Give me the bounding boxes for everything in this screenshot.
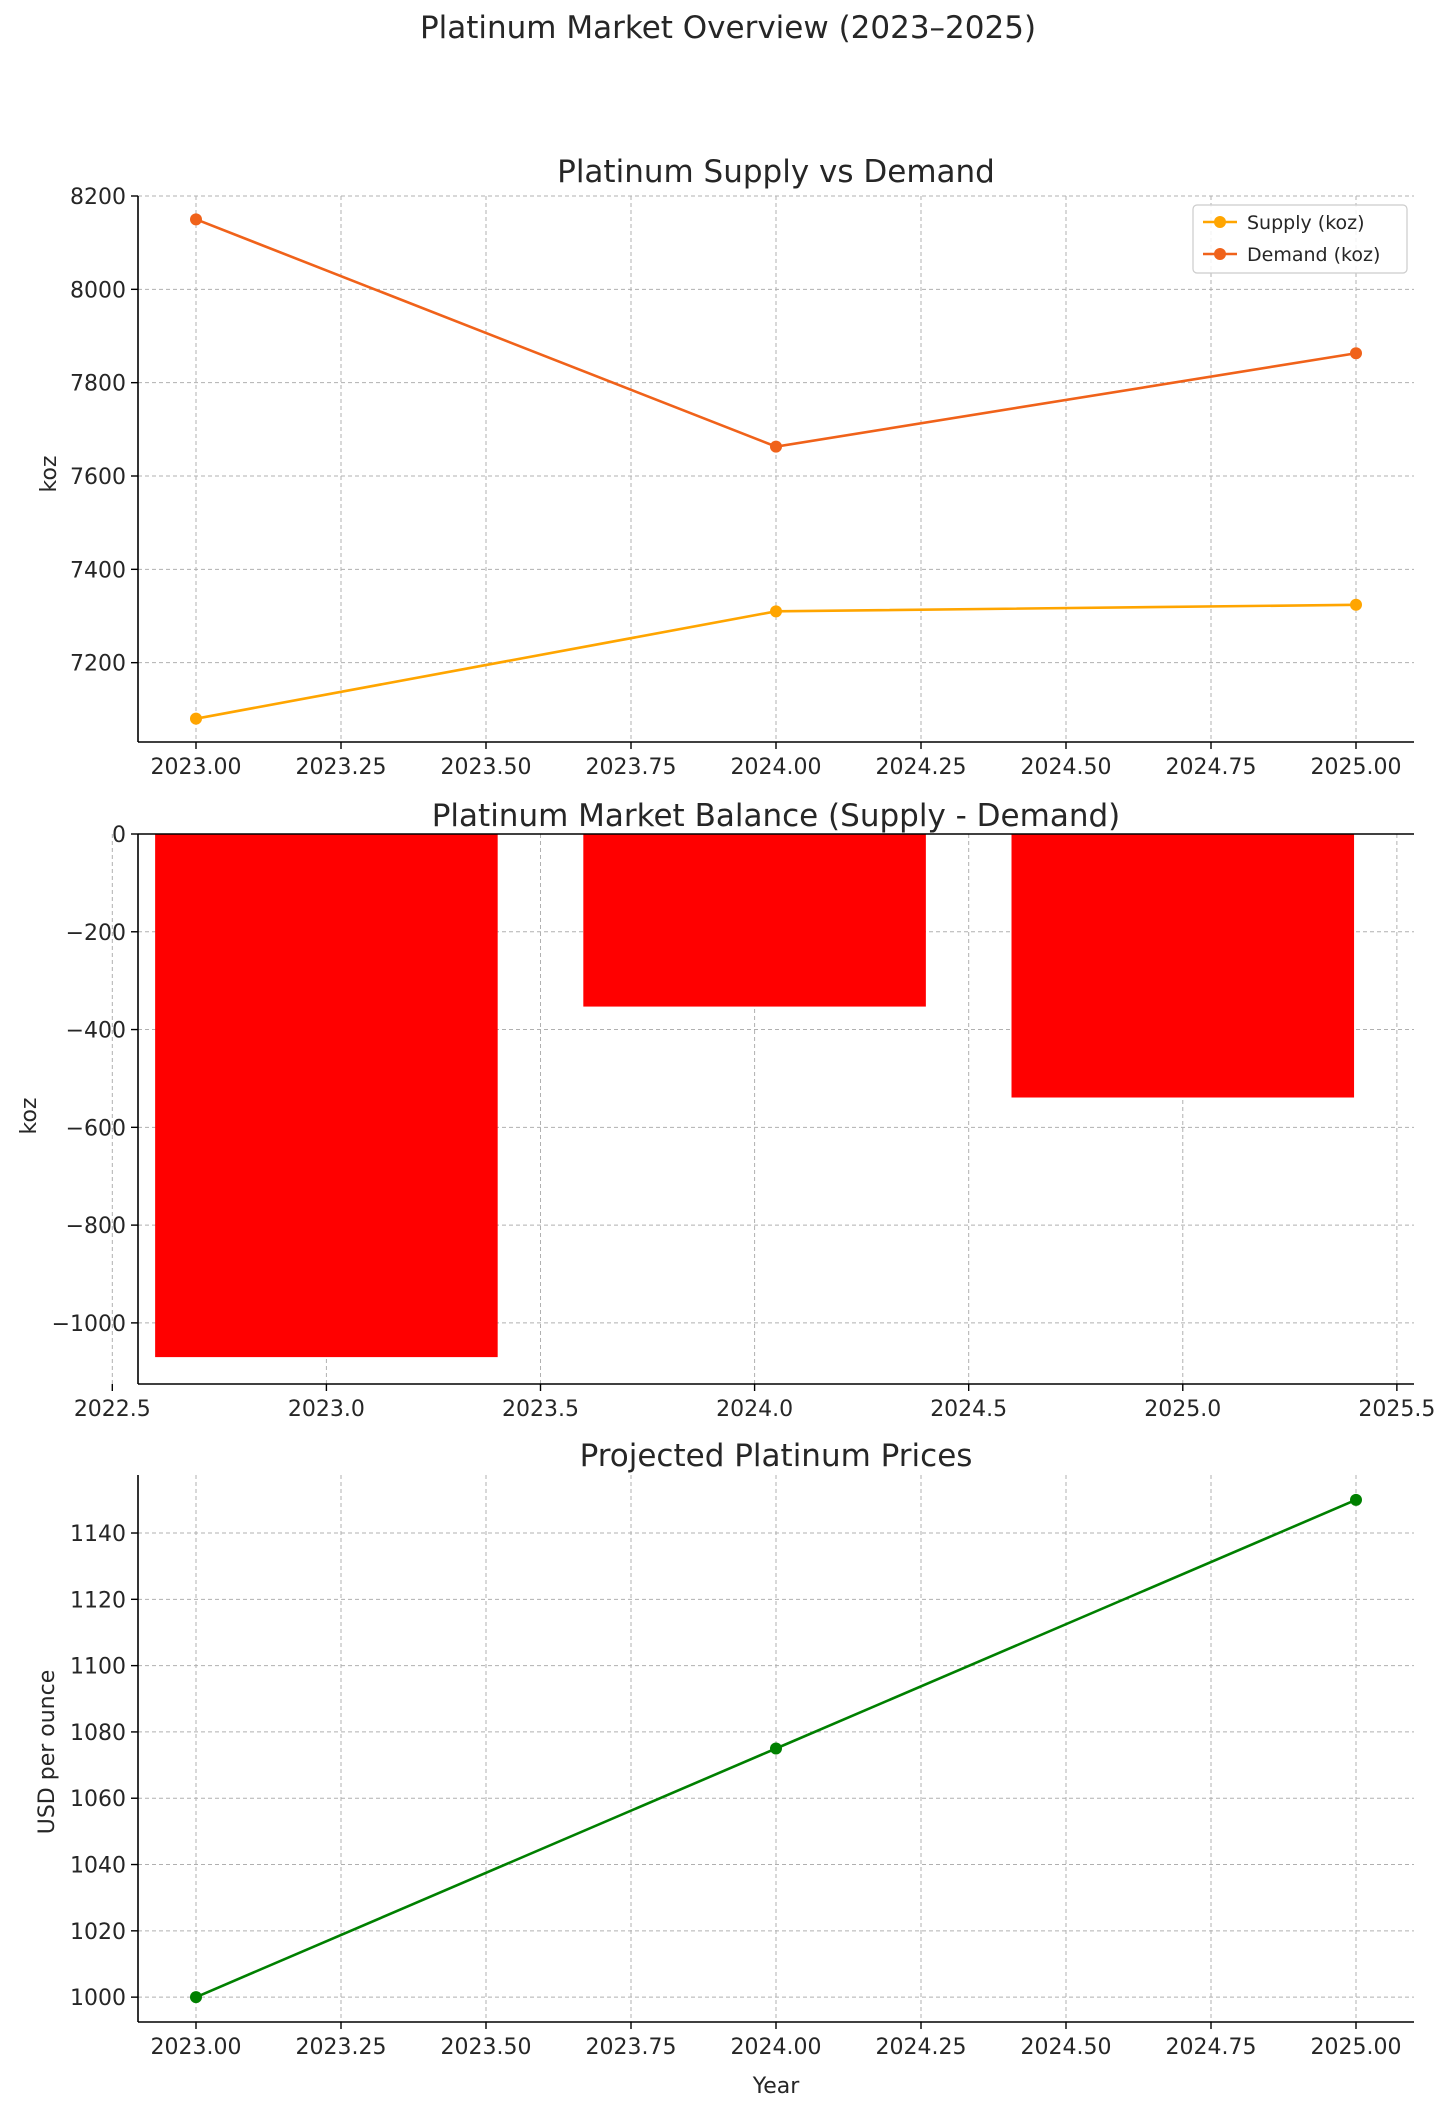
x-tick-label: 2023.0 <box>288 1397 365 1422</box>
x-tick-label: 2024.00 <box>731 755 822 780</box>
y-tick-label: 8200 <box>70 185 126 210</box>
data-point <box>190 213 202 226</box>
y-tick-label: 1080 <box>70 1721 126 1746</box>
chart-title: Platinum Market Balance (Supply - Demand… <box>432 798 1121 834</box>
x-tick-label: 2024.75 <box>1166 2035 1257 2060</box>
x-tick-label: 2025.00 <box>1311 755 1402 780</box>
x-tick-label: 2023.25 <box>296 2035 387 2060</box>
y-tick-label: −800 <box>66 1214 126 1239</box>
y-tick-label: 1060 <box>70 1787 126 1812</box>
bar <box>1011 834 1355 1098</box>
data-point <box>190 712 202 725</box>
legend-box <box>1192 204 1408 274</box>
x-tick-label: 2024.0 <box>716 1397 793 1422</box>
y-tick-label: 1120 <box>70 1588 126 1613</box>
x-tick-label: 2024.00 <box>731 2035 822 2060</box>
x-tick-label: 2024.50 <box>1021 755 1112 780</box>
x-tick-label: 2024.25 <box>876 755 967 780</box>
market-balance-chart: Platinum Market Balance (Supply - Demand… <box>17 798 1435 1422</box>
legend-label: Demand (koz) <box>1247 244 1380 266</box>
y-tick-label: −400 <box>66 1019 126 1044</box>
x-tick-label: 2024.50 <box>1021 2035 1112 2060</box>
y-tick-label: 7200 <box>70 652 126 677</box>
projected-prices-chart: Projected Platinum Prices USD per ounce … <box>35 1438 1414 2099</box>
x-tick-label: 2023.50 <box>441 755 532 780</box>
x-tick-label: 2023.75 <box>586 755 677 780</box>
y-axis-label: koz <box>17 1098 42 1135</box>
data-point <box>770 605 782 618</box>
chart-title: Projected Platinum Prices <box>580 1438 973 1474</box>
x-tick-label: 2022.5 <box>74 1397 151 1422</box>
y-tick-label: 1020 <box>70 1920 126 1945</box>
data-point <box>770 440 782 453</box>
legend: Supply (koz) Demand (koz) <box>1192 204 1408 274</box>
y-tick-label: 1040 <box>70 1854 126 1879</box>
data-point <box>190 1991 202 2004</box>
x-tick-label: 2025.00 <box>1311 2035 1402 2060</box>
legend-label: Supply (koz) <box>1247 212 1365 234</box>
x-tick-label: 2023.75 <box>586 2035 677 2060</box>
x-tick-label: 2024.25 <box>876 2035 967 2060</box>
data-point <box>1350 598 1362 611</box>
y-tick-label: 1140 <box>70 1522 126 1547</box>
x-tick-label: 2025.0 <box>1144 1397 1221 1422</box>
y-tick-label: −600 <box>66 1116 126 1141</box>
x-tick-label: 2023.25 <box>296 755 387 780</box>
y-tick-label: 0 <box>112 823 126 848</box>
y-tick-label: 7800 <box>70 372 126 397</box>
y-tick-label: −200 <box>66 921 126 946</box>
bar <box>583 834 926 1007</box>
legend-marker <box>1214 216 1226 228</box>
data-point <box>770 1742 782 1755</box>
y-tick-label: 7400 <box>70 558 126 583</box>
data-point <box>1350 347 1362 360</box>
x-tick-label: 2024.75 <box>1166 755 1257 780</box>
y-tick-label: 1000 <box>70 1986 126 2011</box>
supply-demand-chart: Platinum Supply vs Demand koz 2023.00 202… <box>37 154 1414 780</box>
x-tick-label: 2023.00 <box>151 755 242 780</box>
x-tick-label: 2023.5 <box>502 1397 579 1422</box>
y-axis-label: koz <box>37 456 62 493</box>
x-tick-label: 2023.00 <box>151 2035 242 2060</box>
x-axis-label: Year <box>752 2074 801 2099</box>
x-tick-label: 2024.5 <box>930 1397 1007 1422</box>
x-tick-label: 2023.50 <box>441 2035 532 2060</box>
legend-marker <box>1214 248 1226 260</box>
chart-title: Platinum Supply vs Demand <box>557 154 995 190</box>
y-tick-label: −1000 <box>52 1312 126 1337</box>
y-axis-label: USD per ounce <box>35 1670 60 1835</box>
bar <box>155 834 498 1358</box>
x-tick-label: 2025.5 <box>1358 1397 1435 1422</box>
data-point <box>1350 1493 1362 1506</box>
y-tick-label: 8000 <box>70 278 126 303</box>
figure-suptitle: Platinum Market Overview (2023–2025) <box>420 10 1036 46</box>
y-tick-label: 7600 <box>70 465 126 490</box>
y-tick-label: 1100 <box>70 1655 126 1680</box>
